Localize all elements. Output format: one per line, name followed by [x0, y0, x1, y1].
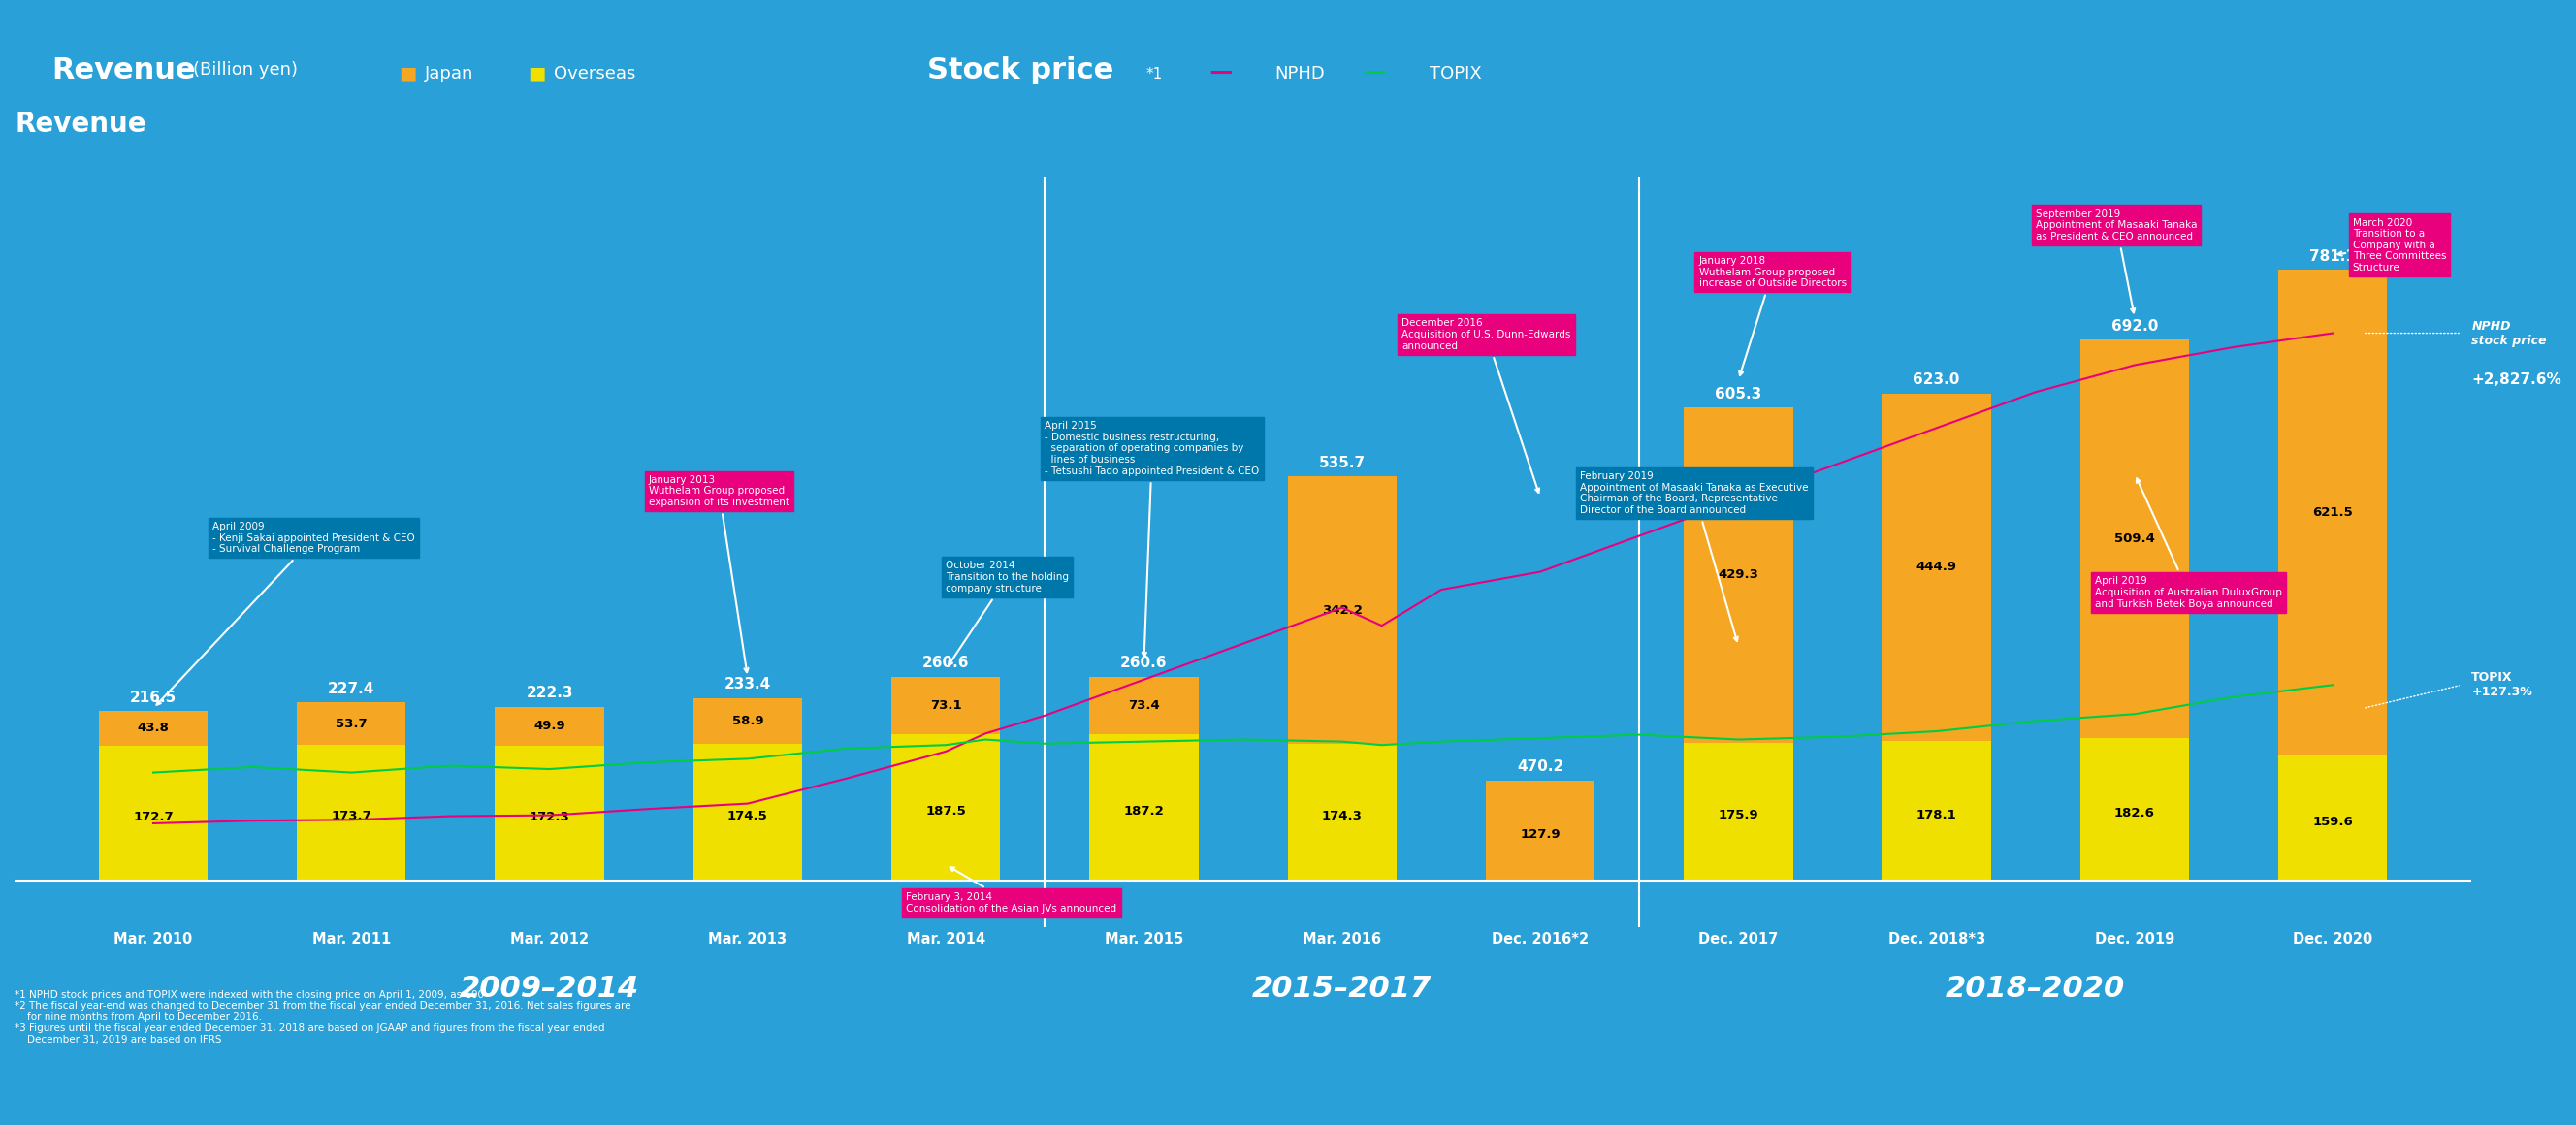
Bar: [693, 744, 801, 881]
Bar: [1288, 744, 1396, 881]
Text: 342.2: 342.2: [1321, 604, 1363, 617]
Text: 2009–2014: 2009–2014: [459, 974, 639, 1002]
Bar: [1883, 741, 1991, 881]
Text: 172.3: 172.3: [528, 811, 569, 824]
Text: December 2016
Acquisition of U.S. Dunn-Edwards
announced: December 2016 Acquisition of U.S. Dunn-E…: [1401, 318, 1571, 493]
Text: 173.7: 173.7: [332, 810, 371, 822]
Bar: [2081, 738, 2190, 881]
Text: September 2019
Appointment of Masaaki Tanaka
as President & CEO announced: September 2019 Appointment of Masaaki Ta…: [2035, 209, 2197, 313]
Bar: [1685, 407, 1793, 742]
Text: October 2014
Transition to the holding
company structure: October 2014 Transition to the holding c…: [945, 561, 1069, 665]
Text: TOPIX
+127.3%: TOPIX +127.3%: [2470, 672, 2532, 699]
Text: 174.3: 174.3: [1321, 810, 1363, 822]
Bar: [1883, 394, 1991, 741]
Text: 172.7: 172.7: [134, 810, 173, 823]
Text: Stock price: Stock price: [927, 56, 1113, 84]
Text: 43.8: 43.8: [137, 722, 170, 735]
Text: April 2015
- Domestic business restructuring,
  separation of operating companie: April 2015 - Domestic business restructu…: [1046, 421, 1260, 657]
Text: 605.3: 605.3: [1716, 387, 1762, 400]
Text: ━━: ━━: [1365, 65, 1386, 82]
Text: 159.6: 159.6: [2313, 816, 2352, 828]
Text: ━━: ━━: [1211, 65, 1231, 82]
Text: 49.9: 49.9: [533, 720, 564, 732]
Bar: [1288, 477, 1396, 744]
Text: 222.3: 222.3: [526, 686, 572, 701]
Text: 178.1: 178.1: [1917, 809, 1958, 821]
Bar: [693, 698, 801, 744]
Text: 174.5: 174.5: [726, 810, 768, 822]
Text: (Billion yen): (Billion yen): [193, 61, 299, 79]
Text: *1: *1: [1146, 68, 1162, 82]
Text: 187.2: 187.2: [1123, 804, 1164, 818]
Bar: [98, 711, 209, 746]
Text: January 2018
Wuthelam Group proposed
increase of Outside Directors: January 2018 Wuthelam Group proposed inc…: [1698, 256, 1847, 376]
Bar: [1486, 781, 1595, 881]
Bar: [2277, 270, 2388, 756]
Text: 73.4: 73.4: [1128, 699, 1159, 712]
Text: 73.1: 73.1: [930, 699, 961, 711]
Text: ■: ■: [399, 64, 417, 82]
Bar: [296, 745, 407, 881]
Text: Revenue: Revenue: [52, 56, 196, 84]
Text: 2015–2017: 2015–2017: [1252, 974, 1432, 1002]
Bar: [296, 703, 407, 745]
Text: 216.5: 216.5: [129, 691, 178, 705]
Text: 509.4: 509.4: [2115, 532, 2156, 544]
Text: ■: ■: [528, 64, 546, 82]
Text: NPHD
stock price: NPHD stock price: [2470, 320, 2548, 347]
Bar: [98, 746, 209, 881]
Text: March 2020
Transition to a
Company with a
Three Committees
Structure: March 2020 Transition to a Company with …: [2336, 218, 2447, 272]
Text: 233.4: 233.4: [724, 677, 770, 692]
Bar: [495, 706, 603, 746]
Bar: [891, 734, 999, 881]
Text: February 3, 2014
Consolidation of the Asian JVs announced: February 3, 2014 Consolidation of the As…: [907, 867, 1118, 914]
Text: Japan: Japan: [425, 65, 474, 82]
Bar: [1090, 735, 1198, 881]
Text: 127.9: 127.9: [1520, 828, 1561, 840]
Text: 187.5: 187.5: [925, 804, 966, 818]
Text: 2018–2020: 2018–2020: [1945, 974, 2125, 1002]
Text: April 2009
- Kenji Sakai appointed President & CEO
- Survival Challenge Program: April 2009 - Kenji Sakai appointed Presi…: [157, 522, 415, 705]
Text: 470.2: 470.2: [1517, 759, 1564, 774]
Text: Revenue: Revenue: [15, 110, 147, 137]
Text: NPHD: NPHD: [1275, 65, 1324, 82]
Bar: [1090, 676, 1198, 735]
Text: 429.3: 429.3: [1718, 569, 1759, 582]
Text: February 2019
Appointment of Masaaki Tanaka as Executive
Chairman of the Board, : February 2019 Appointment of Masaaki Tan…: [1579, 471, 1808, 641]
Text: 692.0: 692.0: [2112, 318, 2159, 333]
Text: TOPIX: TOPIX: [1430, 65, 1481, 82]
Text: 182.6: 182.6: [2115, 807, 2156, 819]
Text: 175.9: 175.9: [1718, 809, 1759, 822]
Text: *1 NPHD stock prices and TOPIX were indexed with the closing price on April 1, 2: *1 NPHD stock prices and TOPIX were inde…: [15, 990, 631, 1044]
Text: 260.6: 260.6: [1121, 656, 1167, 670]
Text: Overseas: Overseas: [554, 65, 636, 82]
Text: 535.7: 535.7: [1319, 456, 1365, 470]
Bar: [1685, 742, 1793, 881]
Text: January 2013
Wuthelam Group proposed
expansion of its investment: January 2013 Wuthelam Group proposed exp…: [649, 475, 788, 673]
Text: +2,827.6%: +2,827.6%: [2470, 372, 2561, 387]
Text: 58.9: 58.9: [732, 714, 762, 727]
Text: 623.0: 623.0: [1914, 372, 1960, 387]
Bar: [2277, 756, 2388, 881]
Bar: [495, 746, 603, 881]
Bar: [891, 676, 999, 734]
Text: 444.9: 444.9: [1917, 561, 1958, 574]
Bar: [2081, 340, 2190, 738]
Text: April 2019
Acquisition of Australian DuluxGroup
and Turkish Betek Boya announced: April 2019 Acquisition of Australian Dul…: [2094, 478, 2282, 609]
Text: 227.4: 227.4: [327, 682, 376, 696]
Text: 781.1: 781.1: [2311, 249, 2357, 263]
Text: 53.7: 53.7: [335, 718, 368, 730]
Text: 260.6: 260.6: [922, 656, 969, 670]
Text: 621.5: 621.5: [2313, 506, 2352, 519]
